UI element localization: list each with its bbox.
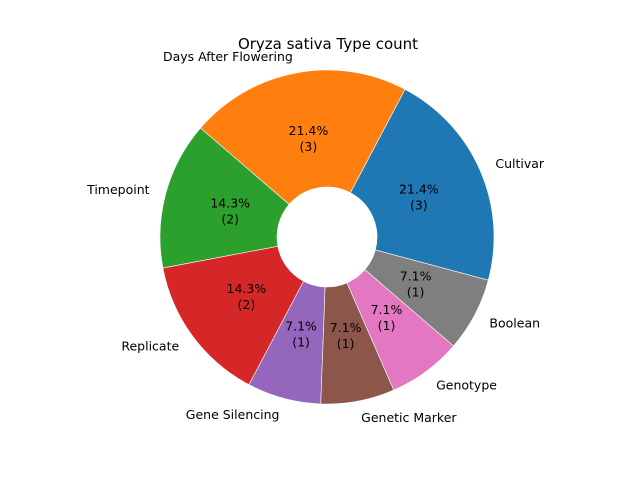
slice-count-timepoint: (2): [221, 212, 239, 227]
slice-count-gene-silencing: (1): [292, 334, 310, 349]
slice-percent-boolean: 7.1%: [400, 268, 432, 283]
slice-percent-genotype: 7.1%: [371, 302, 403, 317]
slice-count-replicate: (2): [238, 297, 256, 312]
slice-label-genetic-marker: Genetic Marker: [361, 410, 457, 425]
slice-cultivar: [349, 88, 495, 281]
slice-count-cultivar: (3): [410, 197, 428, 212]
slice-label-gene-silencing: Gene Silencing: [186, 407, 280, 422]
slice-label-genotype: Genotype: [436, 377, 497, 392]
slice-boolean: [364, 249, 489, 347]
slice-label-days-after-flowering: Days After Flowering: [163, 49, 293, 64]
slice-count-days-after-flowering: (3): [300, 139, 318, 154]
slice-percent-timepoint: 14.3%: [210, 196, 250, 211]
slice-percent-replicate: 14.3%: [227, 281, 267, 296]
slice-label-timepoint: Timepoint: [86, 182, 150, 197]
slice-percent-gene-silencing: 7.1%: [285, 318, 317, 333]
slice-label-replicate: Replicate: [121, 339, 179, 354]
slice-count-genetic-marker: (1): [337, 336, 355, 351]
slice-percent-days-after-flowering: 21.4%: [289, 123, 329, 138]
slice-percent-genetic-marker: 7.1%: [330, 320, 362, 335]
slice-timepoint: [159, 127, 290, 269]
slices-group: [159, 69, 495, 405]
chart-title: Oryza sativa Type count: [238, 35, 418, 53]
slice-label-boolean: Boolean: [489, 315, 540, 330]
slice-days-after-flowering: [199, 69, 406, 205]
slice-percent-cultivar: 21.4%: [399, 181, 439, 196]
slice-count-genotype: (1): [378, 318, 396, 333]
slice-label-cultivar: Cultivar: [495, 156, 545, 171]
slice-replicate: [162, 245, 305, 386]
slice-count-boolean: (1): [407, 284, 425, 299]
